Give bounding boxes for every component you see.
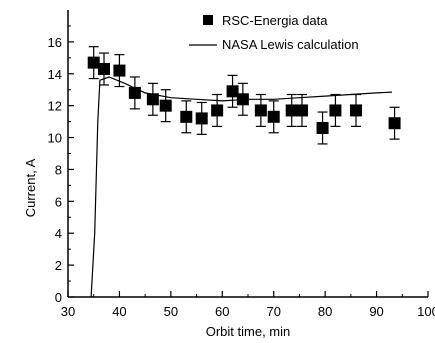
square-marker <box>113 64 126 77</box>
x-tick-label: 70 <box>266 304 280 319</box>
rsc-energia-data-point <box>113 54 126 88</box>
y-axis-title: Current, A <box>23 158 38 217</box>
x-tick-label: 60 <box>215 304 229 319</box>
rsc-energia-data-point <box>350 93 362 127</box>
rsc-energia-data-point <box>236 82 249 116</box>
square-marker <box>316 121 329 134</box>
legend-marker-rsc-energia <box>203 15 213 25</box>
x-tick-label: 50 <box>164 304 178 319</box>
square-marker <box>285 104 298 117</box>
square-marker <box>226 85 239 98</box>
line-series-layer <box>90 76 393 298</box>
rsc-energia-data-point <box>87 46 100 80</box>
x-tick-label: 100 <box>417 304 435 319</box>
y-tick-label: 8 <box>55 162 62 177</box>
square-marker <box>329 104 342 117</box>
legend: RSC-Energia data NASA Lewis calculation <box>189 13 359 52</box>
rsc-energia-data-point <box>285 93 298 127</box>
square-marker <box>211 104 224 117</box>
rsc-energia-data-point <box>329 93 342 127</box>
rsc-energia-data-point <box>226 74 239 108</box>
rsc-energia-data-point <box>254 93 267 127</box>
y-tick-label: 12 <box>48 99 62 114</box>
rsc-energia-data-point <box>211 93 224 127</box>
y-tick-label: 10 <box>48 131 62 146</box>
y-tick-label: 14 <box>48 67 62 82</box>
y-tick-label: 4 <box>55 226 62 241</box>
rsc-energia-data-point <box>146 82 159 116</box>
square-marker <box>267 110 280 123</box>
square-marker <box>180 110 193 123</box>
legend-label-nasa-lewis: NASA Lewis calculation <box>222 37 359 52</box>
x-axis-title: Orbit time, min <box>206 324 291 339</box>
square-marker <box>98 62 110 75</box>
legend-label-rsc-energia: RSC-Energia data <box>222 13 328 28</box>
square-marker <box>296 104 308 117</box>
scatter-series-layer <box>87 46 401 145</box>
x-tick-label: 90 <box>369 304 383 319</box>
square-marker <box>388 117 401 130</box>
square-marker <box>87 56 100 69</box>
square-marker <box>146 93 159 106</box>
rsc-energia-data-point <box>267 100 280 134</box>
square-marker <box>195 112 208 125</box>
y-axis-ticks: 0 2 4 6 8 10 12 14 16 <box>48 25 74 305</box>
x-axis-ticks: 30 40 50 60 70 80 90 100 <box>61 291 435 319</box>
y-tick-label: 2 <box>55 258 62 273</box>
nasa-lewis-calculation-line <box>90 76 393 298</box>
rsc-energia-data-point <box>316 111 329 145</box>
x-tick-label: 40 <box>112 304 126 319</box>
rsc-energia-data-point <box>180 100 193 134</box>
y-tick-label: 16 <box>48 35 62 50</box>
square-marker <box>350 104 362 117</box>
x-tick-label: 80 <box>318 304 332 319</box>
rsc-energia-data-point <box>128 76 141 110</box>
square-marker <box>236 93 249 106</box>
y-tick-label: 0 <box>55 290 62 305</box>
rsc-energia-data-point <box>159 89 172 123</box>
square-marker <box>128 86 141 99</box>
rsc-energia-data-point <box>195 101 208 135</box>
square-marker <box>159 99 172 112</box>
rsc-energia-data-point <box>98 52 110 86</box>
axes <box>67 10 428 298</box>
rsc-energia-data-point <box>388 106 401 140</box>
y-tick-label: 6 <box>55 194 62 209</box>
x-tick-label: 30 <box>61 304 75 319</box>
square-marker <box>254 104 267 117</box>
rsc-energia-data-point <box>296 93 308 127</box>
